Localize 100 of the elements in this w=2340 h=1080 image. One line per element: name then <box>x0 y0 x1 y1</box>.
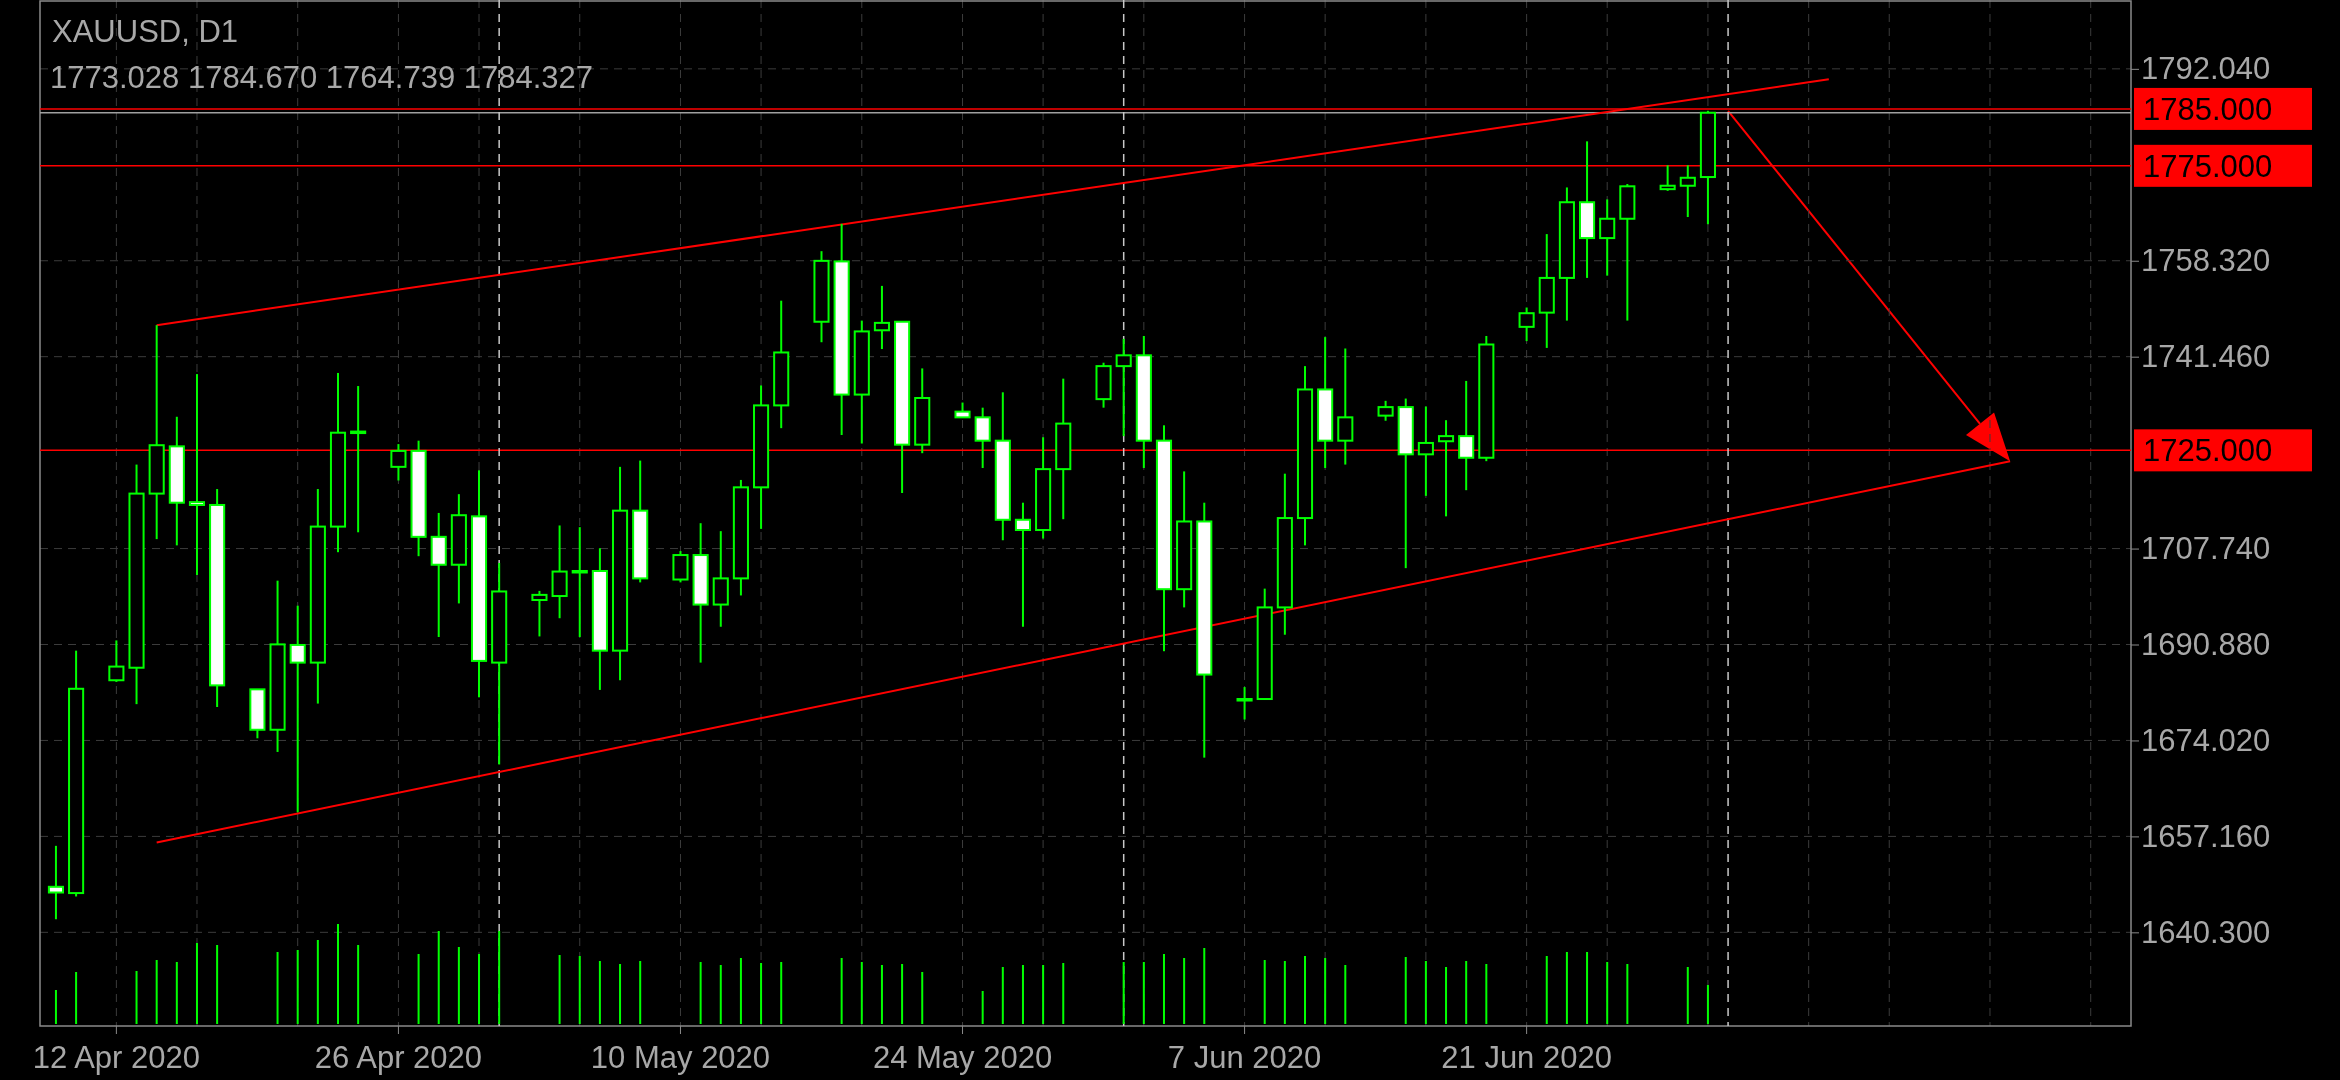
candlestick <box>108 639 125 683</box>
bar <box>1424 961 1427 1024</box>
candlestick <box>1115 337 1132 438</box>
bar <box>1162 954 1165 1024</box>
y-tick-label: 1792.040 <box>2141 51 2271 87</box>
y-tick-label: 1690.880 <box>2141 626 2271 662</box>
bar <box>981 991 984 1024</box>
bar <box>1344 965 1347 1024</box>
bar <box>840 958 843 1024</box>
bar <box>1606 962 1609 1024</box>
ref-line-label: 1725.000 <box>2143 433 2273 469</box>
bar <box>1122 962 1125 1024</box>
bar <box>880 965 883 1024</box>
bar <box>135 971 138 1024</box>
bar <box>1263 960 1266 1024</box>
bar <box>276 952 279 1024</box>
candlestick <box>1679 164 1696 219</box>
y-tick-label: 1758.320 <box>2141 243 2271 279</box>
bar <box>296 950 299 1024</box>
bar <box>1565 952 1568 1024</box>
bar <box>1686 967 1689 1024</box>
bar <box>1304 956 1307 1024</box>
bar <box>1283 961 1286 1024</box>
bar <box>417 954 420 1024</box>
bar <box>578 956 581 1024</box>
bar <box>860 962 863 1024</box>
bar <box>639 961 642 1024</box>
bar <box>921 972 924 1024</box>
x-tick-label: 7 Jun 2020 <box>1167 1040 1322 1075</box>
candlestick <box>1014 501 1032 628</box>
bar <box>719 965 722 1024</box>
bar <box>780 962 783 1024</box>
x-tick-label: 12 Apr 2020 <box>32 1040 200 1075</box>
candlestick <box>289 604 306 814</box>
bar <box>760 963 763 1024</box>
candlestick <box>350 385 367 534</box>
bar <box>1183 958 1186 1024</box>
bar <box>195 943 198 1024</box>
bar <box>1626 964 1629 1024</box>
candlestick <box>188 373 206 576</box>
x-tick-label: 24 May 2020 <box>872 1040 1053 1075</box>
bar <box>901 964 904 1024</box>
candlestick <box>571 526 588 638</box>
bar <box>619 964 622 1024</box>
x-tick-label: 26 Apr 2020 <box>314 1040 483 1075</box>
y-tick-label: 1657.160 <box>2141 818 2271 854</box>
bar <box>1545 956 1548 1024</box>
candlestick <box>47 844 64 921</box>
bar <box>175 962 178 1024</box>
bar <box>699 962 702 1024</box>
bar <box>1203 948 1206 1024</box>
bar <box>478 954 481 1024</box>
bar <box>598 961 601 1024</box>
x-tick-label: 10 May 2020 <box>590 1040 771 1075</box>
bar <box>1445 967 1448 1024</box>
bar <box>498 931 501 1024</box>
bar <box>1485 964 1488 1024</box>
bar <box>558 955 561 1024</box>
y-tick-label: 1640.300 <box>2141 914 2271 950</box>
candlestick <box>1599 198 1616 277</box>
bar <box>1706 985 1709 1024</box>
candlestick <box>873 284 890 351</box>
bar <box>457 947 460 1024</box>
bar <box>155 960 158 1024</box>
ref-line-label: 1775.000 <box>2143 148 2273 184</box>
bar <box>1021 965 1024 1024</box>
candlestick <box>1458 379 1475 492</box>
bar <box>316 940 319 1024</box>
candlestick <box>1377 399 1394 422</box>
bar <box>1062 963 1065 1024</box>
bar <box>1142 962 1145 1024</box>
candlestick <box>1337 347 1354 466</box>
text: XAUUSD, D1 <box>52 14 239 49</box>
candlestick <box>1659 164 1676 192</box>
bar <box>216 945 219 1024</box>
candlestick <box>390 443 407 482</box>
bar <box>357 945 360 1024</box>
y-tick-label: 1741.460 <box>2141 339 2271 375</box>
bar <box>437 931 440 1024</box>
bar <box>1001 967 1004 1024</box>
y-tick-label: 1674.020 <box>2141 722 2271 758</box>
bar <box>1404 957 1407 1024</box>
bar <box>739 958 742 1024</box>
text: 1773.028 1784.670 1764.739 1784.327 <box>50 60 594 95</box>
bar <box>1042 965 1045 1024</box>
bar <box>1324 958 1327 1024</box>
bar <box>1586 952 1589 1024</box>
bar <box>75 972 78 1024</box>
bar <box>1465 961 1468 1024</box>
x-tick-label: 21 Jun 2020 <box>1441 1040 1612 1075</box>
candlestick <box>1417 405 1434 497</box>
y-tick-label: 1707.740 <box>2141 530 2271 566</box>
candlestick <box>1518 306 1535 343</box>
bar <box>54 990 57 1024</box>
candlestick <box>531 589 548 638</box>
candlestick <box>1437 419 1455 518</box>
ref-line-label: 1785.000 <box>2143 91 2273 127</box>
candlestick <box>1236 686 1253 721</box>
candlestick <box>974 406 991 469</box>
bar <box>337 924 339 1024</box>
